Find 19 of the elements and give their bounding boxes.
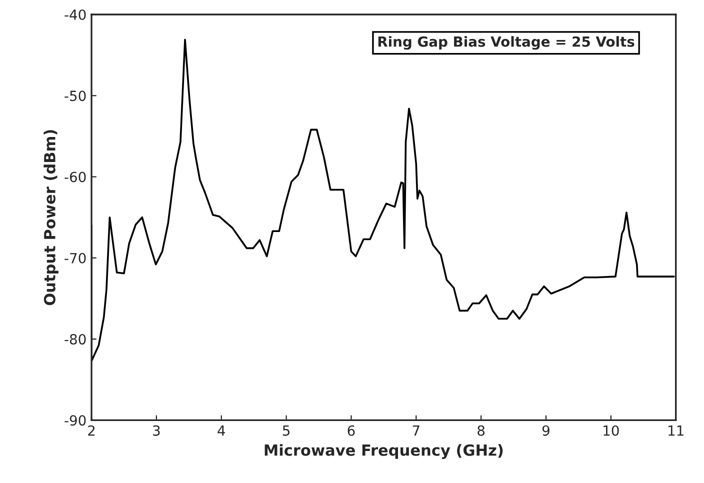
x-tick-label: 9 bbox=[542, 425, 550, 436]
x-tick-label: 8 bbox=[478, 425, 485, 436]
x-tick-label: 2 bbox=[88, 425, 95, 436]
y-tick-label: -70 bbox=[64, 252, 86, 264]
x-tick-label: 11 bbox=[668, 426, 684, 436]
y-tick-label: -90 bbox=[64, 415, 86, 426]
x-tick-label: 7 bbox=[412, 426, 420, 436]
x-tick-label: 4 bbox=[218, 426, 226, 436]
x-tick-label: 5 bbox=[282, 426, 290, 436]
y-axis-title: Output Power (dBm) bbox=[44, 130, 58, 306]
y-tick-label: -60 bbox=[64, 172, 86, 182]
x-tick-label: 10 bbox=[604, 425, 619, 436]
y-tick-label: -80 bbox=[64, 334, 86, 345]
y-tick-label: -50 bbox=[64, 90, 86, 102]
annotation: Ring Gap Bias Voltage = 25 Volts bbox=[378, 36, 634, 50]
x-tick-label: 6 bbox=[348, 425, 355, 436]
x-axis-title: Microwave Frequency (GHz) bbox=[264, 444, 503, 459]
y-tick-label: -40 bbox=[64, 9, 86, 20]
x-tick-label: 3 bbox=[153, 425, 160, 436]
